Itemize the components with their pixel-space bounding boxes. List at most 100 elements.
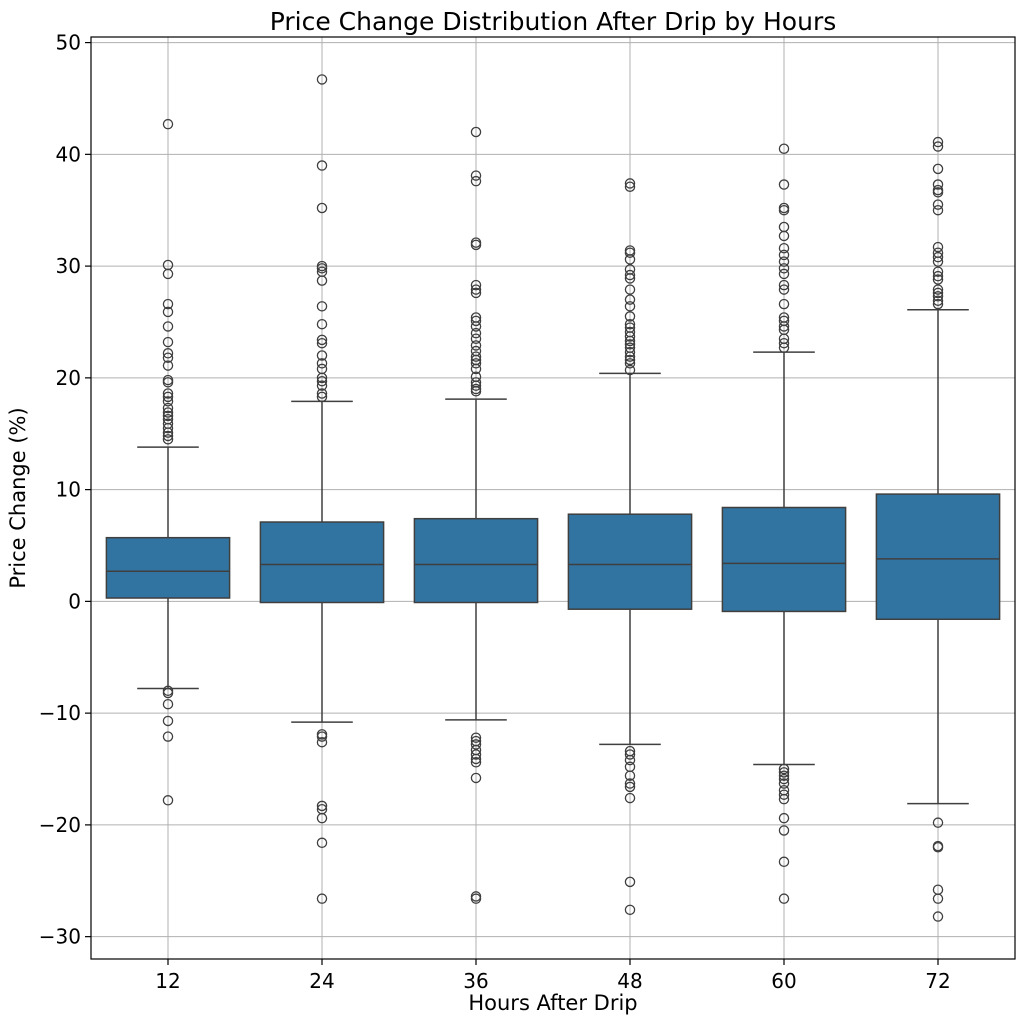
- outlier-point: [470, 893, 482, 904]
- outlier-point: [316, 812, 328, 824]
- outlier-point: [470, 757, 482, 768]
- box-group-12: [105, 118, 231, 806]
- outlier-point: [162, 348, 174, 359]
- x-axis-label: Hours After Drip: [468, 991, 637, 1015]
- outlier-point: [778, 770, 790, 781]
- y-tick-label: −10: [39, 701, 81, 725]
- outlier-point: [932, 187, 944, 198]
- outlier-point: [316, 275, 328, 286]
- outlier-point: [316, 337, 328, 349]
- y-tick-label: 50: [56, 31, 81, 55]
- outlier-point: [162, 321, 174, 332]
- outlier-point: [624, 904, 636, 916]
- outlier-point: [778, 767, 790, 778]
- outlier-point: [162, 407, 174, 418]
- outlier-point: [778, 337, 790, 349]
- outlier-point: [316, 74, 328, 85]
- outlier-point: [316, 350, 328, 361]
- outlier-point: [162, 430, 174, 442]
- outlier-point: [624, 273, 636, 284]
- outlier-point: [778, 268, 790, 280]
- outlier-point: [162, 396, 174, 407]
- outlier-point: [470, 279, 482, 291]
- outlier-point: [316, 800, 328, 812]
- outlier-point: [932, 199, 944, 210]
- outlier-point: [470, 126, 482, 138]
- outlier-point: [778, 249, 790, 261]
- iqr-box: [567, 513, 693, 610]
- outlier-point: [470, 380, 482, 391]
- outlier-point: [624, 294, 636, 305]
- outlier-point: [932, 179, 944, 190]
- plot-frame: [90, 36, 1016, 960]
- outlier-point: [932, 295, 944, 306]
- outlier-point: [624, 311, 636, 322]
- outlier-point: [624, 876, 636, 888]
- outlier-point: [932, 141, 944, 152]
- outlier-point: [932, 817, 944, 828]
- outlier-point: [778, 179, 790, 190]
- outlier-point: [624, 351, 636, 362]
- outlier-point: [932, 256, 944, 267]
- outlier-point: [778, 793, 790, 805]
- outlier-point: [778, 342, 790, 353]
- outlier-point: [932, 841, 944, 853]
- x-tick-label: 36: [463, 969, 488, 993]
- outlier-point: [162, 377, 174, 388]
- outlier-point: [932, 893, 944, 904]
- outlier-point: [778, 773, 790, 785]
- outlier-point: [162, 306, 174, 318]
- outlier-point: [778, 825, 790, 836]
- outlier-point: [932, 266, 944, 277]
- y-tick-label: 30: [56, 254, 81, 278]
- outlier-point: [470, 386, 482, 397]
- outlier-point: [470, 321, 482, 332]
- outlier-point: [316, 318, 328, 330]
- chart-title: Price Change Distribution After Drip by …: [270, 7, 837, 36]
- outlier-point: [162, 427, 174, 438]
- iqr-box: [413, 517, 539, 604]
- outlier-point: [932, 136, 944, 148]
- outlier-point: [162, 687, 174, 699]
- outlier-point: [624, 254, 636, 265]
- outlier-point: [932, 291, 944, 302]
- outlier-point: [932, 241, 944, 253]
- outlier-point: [932, 204, 944, 216]
- outlier-point: [624, 335, 636, 347]
- outlier-point: [162, 715, 174, 727]
- outlier-point: [778, 256, 790, 267]
- outlier-point: [470, 333, 482, 344]
- outlier-point: [624, 770, 636, 781]
- y-tick-label: 10: [56, 478, 81, 502]
- outlier-point: [162, 268, 174, 280]
- outlier-point: [778, 242, 790, 254]
- outlier-point: [162, 352, 174, 363]
- outlier-point: [316, 334, 328, 346]
- box-group-72: [875, 136, 1001, 922]
- outlier-point: [470, 358, 482, 369]
- outlier-point: [624, 339, 636, 350]
- outlier-point: [932, 287, 944, 299]
- outlier-point: [316, 202, 328, 214]
- outlier-point: [624, 778, 636, 789]
- outlier-point: [624, 301, 636, 312]
- outlier-point: [162, 360, 174, 371]
- outlier-point: [778, 279, 790, 291]
- outlier-point: [932, 163, 944, 175]
- x-tick-label: 48: [617, 969, 642, 993]
- outlier-point: [778, 321, 790, 332]
- outlier-point: [624, 754, 636, 766]
- x-tick-label: 60: [771, 969, 796, 993]
- outlier-point: [470, 287, 482, 299]
- outlier-point: [624, 318, 636, 330]
- outlier-point: [932, 911, 944, 922]
- outlier-point: [316, 391, 328, 403]
- outlier-point: [470, 327, 482, 339]
- outlier-point: [932, 270, 944, 282]
- outlier-point: [162, 434, 174, 445]
- outlier-point: [470, 732, 482, 743]
- outlier-point: [316, 375, 328, 387]
- outlier-point: [778, 893, 790, 904]
- outlier-point: [162, 402, 174, 414]
